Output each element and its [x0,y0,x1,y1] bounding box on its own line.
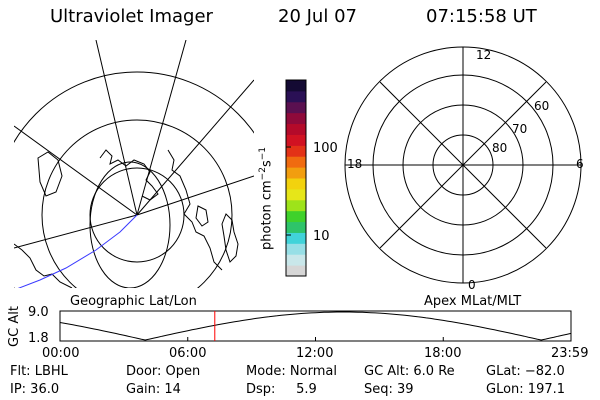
info-dsp: Dsp: 5.9 [246,382,317,397]
map-meridian [14,214,138,249]
strip-time-1200: 12:00 [296,346,334,361]
mlt-label-0: 0 [468,278,476,292]
mlat-label-70: 70 [512,122,528,136]
colorbar-segment [286,101,306,114]
strip-time-1800: 18:00 [424,346,462,361]
map-coastline [167,149,223,271]
mlat-label-80: 80 [492,141,508,155]
altitude-curve [59,311,572,341]
colorbar-segment [286,80,306,92]
colorbar-segment [286,123,306,135]
map-coastline [195,205,209,227]
map-terminator-line [17,214,138,288]
image-date: 20 Jul 07 [278,6,357,27]
mlat-mlt-grid [344,46,582,284]
colorbar-segment [286,199,306,212]
altitude-axis-label: GC Alt [6,306,22,347]
map-lat-circle [14,71,254,288]
altitude-y-min: 1.8 [28,331,49,346]
info-door: Door: Open [126,364,201,379]
colorbar-segment [286,90,306,103]
mlt-diagonal [379,81,547,249]
map-meridian [136,79,254,216]
info-seq: Seq: 39 [364,382,414,397]
altitude-strip-frame [59,310,572,342]
right-panel-caption: Apex MLat/MLT [424,294,522,309]
map-coastline [221,213,239,263]
colorbar-segment [286,254,306,266]
colorbar-segment [286,188,306,201]
colorbar-segment [286,156,306,168]
mlt-label-6: 6 [576,157,584,171]
info-gain: Gain: 14 [126,382,181,397]
strip-time-0000: 00:00 [42,346,80,361]
mlat-label-60: 60 [534,99,550,113]
info-gc-alt: GC Alt: 6.0 Re [364,364,455,379]
info-ip: IP: 36.0 [10,382,60,397]
altitude-strip-ticks [59,337,572,341]
mlt-label-12: 12 [476,48,492,62]
colorbar-segment [286,243,306,255]
map-coastline [99,149,159,201]
colorbar [286,80,306,277]
colorbar-label-100: 100 [313,141,338,156]
colorbar-segment [286,210,306,223]
info-glon: GLon: 197.1 [486,382,566,397]
colorbar-segment [286,265,306,277]
info-glat: GLat: −82.0 [486,364,565,379]
colorbar-segment [286,221,306,233]
colorbar-segment [286,167,306,179]
app-title: Ultraviolet Imager [50,6,213,27]
map-oval [89,161,171,288]
colorbar-label-10: 10 [313,229,330,244]
image-time: 07:15:58 UT [426,6,537,27]
colorbar-unit-label: photon cm−2s−1 [258,146,275,250]
colorbar-segment [286,112,306,125]
colorbar-segment [286,232,306,244]
map-lat-circle [41,119,233,288]
map-meridian [95,40,138,216]
left-panel-caption: Geographic Lat/Lon [70,294,197,309]
colorbar-frame [285,79,307,277]
map-coastline [14,243,73,288]
colorbar-segment [286,178,306,190]
colorbar-segment [286,145,306,157]
strip-time-2359: 23:59 [551,346,589,361]
altitude-y-max: 9.0 [28,305,49,320]
strip-time-0600: 06:00 [169,346,207,361]
map-coastline [37,151,63,197]
map-meridian [136,40,187,216]
map-meridian [14,125,138,216]
map-meridian [136,175,254,216]
colorbar-segment [286,134,306,146]
info-filter: Flt: LBHL [10,364,68,379]
mlt-label-18: 18 [347,157,363,171]
info-mode: Mode: Normal [246,364,337,379]
